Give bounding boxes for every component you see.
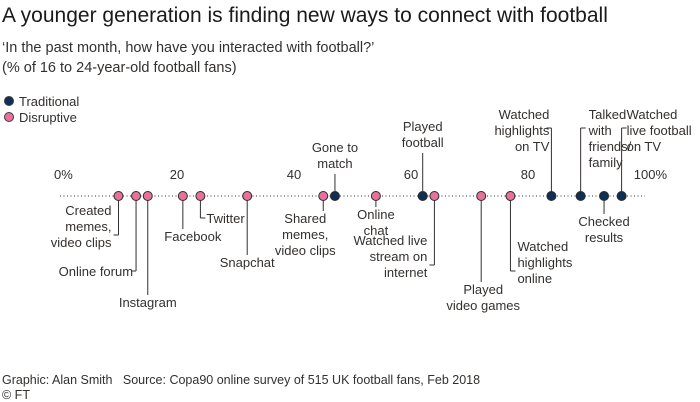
point-label-shared-memes-video-clips: Shared memes, video clips <box>275 211 336 258</box>
legend: Traditional Disruptive <box>4 93 79 125</box>
data-point-twitter <box>195 191 206 201</box>
data-point-shared-memes-video-clips <box>318 191 329 201</box>
data-point-created-memes-video-clips <box>113 191 124 201</box>
point-label-checked-results: Checked results <box>578 214 629 245</box>
point-label-snapchat: Snapchat <box>220 255 275 270</box>
legend-swatch-traditional <box>4 96 14 106</box>
legend-label-disruptive: Disruptive <box>19 109 77 125</box>
chart-subtitle-units: (% of 16 to 24-year-old football fans) <box>2 60 237 76</box>
x-tick-label: 0% <box>54 167 73 182</box>
point-label-online-forum: Online forum <box>59 264 133 279</box>
legend-swatch-disruptive <box>4 112 14 122</box>
point-label-twitter: Twitter <box>206 211 245 226</box>
legend-item-disruptive: Disruptive <box>4 109 79 125</box>
x-tick-label: 40 <box>287 167 301 182</box>
footer-credits: Graphic: Alan Smith Source: Copa90 onlin… <box>2 373 480 387</box>
point-label-watched-highlights-online: Watched highlights online <box>517 239 572 286</box>
x-tick-label: 20 <box>170 167 184 182</box>
chart-title: A younger generation is finding new ways… <box>2 4 608 27</box>
x-tick-label: 80 <box>521 167 535 182</box>
data-point-facebook <box>177 191 188 201</box>
data-point-watched-highlights-online <box>505 191 516 201</box>
point-label-online-chat: Online chat <box>357 207 395 238</box>
data-point-online-chat <box>370 191 381 201</box>
graphic-credit: Graphic: Alan Smith <box>2 373 113 387</box>
point-label-instagram: Instagram <box>119 295 177 310</box>
data-point-snapchat <box>242 191 253 201</box>
data-point-played-football <box>417 191 428 201</box>
data-point-gone-to-match <box>329 191 340 201</box>
data-point-watched-live-football-on-tv <box>616 191 627 201</box>
legend-item-traditional: Traditional <box>4 93 79 109</box>
data-point-talked-with-friends-family <box>575 191 586 201</box>
copyright: © FT <box>2 388 30 402</box>
chart-subtitle: ‘In the past month, how have you interac… <box>2 40 375 56</box>
point-label-created-memes-video-clips: Created memes, video clips <box>51 203 112 250</box>
data-point-instagram <box>142 191 153 201</box>
point-label-played-video-games: Played video games <box>446 282 520 313</box>
point-label-played-football: Played football <box>402 119 444 150</box>
point-label-watched-live-football-on-tv: Watched live football on TV <box>627 107 692 154</box>
data-point-checked-results <box>599 191 610 201</box>
x-tick-label: 100% <box>634 167 668 182</box>
point-label-watched-live-stream-on-internet: Watched live stream on internet <box>353 233 427 280</box>
source-note: Source: Copa90 online survey of 515 UK f… <box>122 373 481 387</box>
point-label-watched-highlights-on-tv: Watched highlights on TV <box>494 107 549 154</box>
legend-label-traditional: Traditional <box>19 93 80 109</box>
data-point-watched-highlights-on-tv <box>546 191 557 201</box>
point-label-facebook: Facebook <box>164 229 222 244</box>
x-tick-label: 60 <box>404 167 418 182</box>
point-label-talked-with-friends-family: Talked with friends/family <box>588 107 632 170</box>
data-point-played-video-games <box>476 191 487 201</box>
point-label-gone-to-match: Gone to match <box>312 140 358 171</box>
data-point-online-forum <box>131 191 142 201</box>
data-point-watched-live-stream-on-internet <box>429 191 440 201</box>
